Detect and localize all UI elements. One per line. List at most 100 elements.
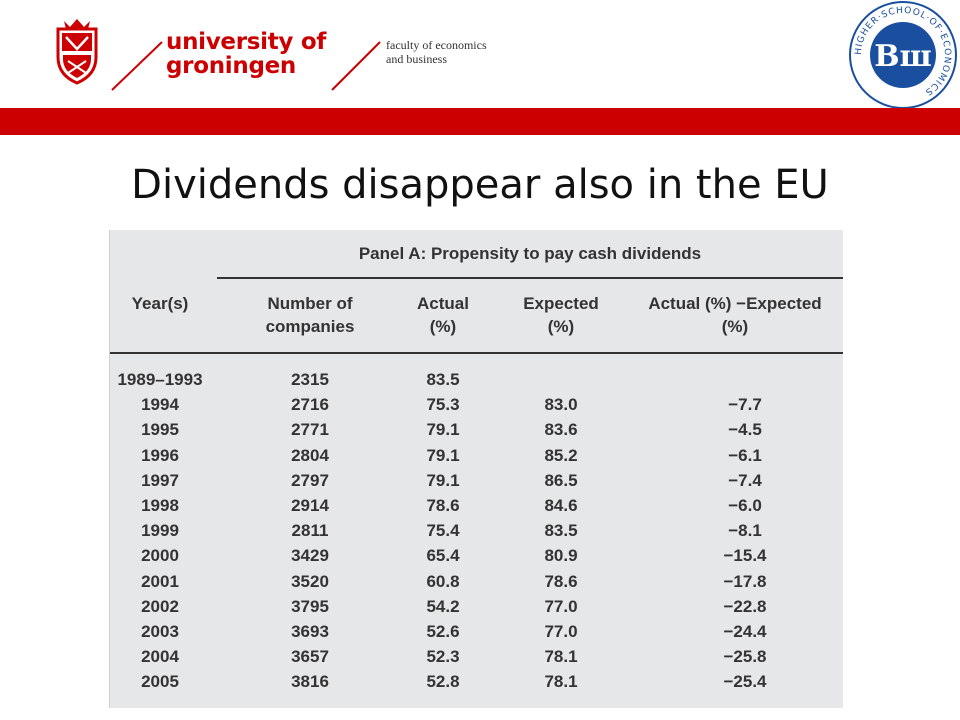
cell-companies: 2315 (291, 370, 329, 389)
dividends-table: Panel A: Propensity to pay cash dividend… (110, 230, 843, 708)
cell-actual: 83.5 (426, 370, 460, 389)
cell-actual: 60.8 (426, 571, 460, 591)
cell-actual: 65.4 (426, 546, 460, 566)
header-difference-line2: (%) (721, 317, 749, 336)
cell-actual: 52.8 (426, 672, 460, 692)
header-year: Year(s) (131, 294, 189, 313)
cell-companies: 3795 (291, 596, 329, 616)
cell-difference: −25.4 (723, 672, 767, 692)
cell-companies: 2771 (291, 420, 329, 440)
table-row: 1989–1993 2315 83.5 (110, 367, 843, 392)
dividends-table-image: Panel A: Propensity to pay cash dividend… (109, 230, 843, 708)
cell-year: 1997 (141, 470, 179, 490)
table-row: 2003 3693 52.6 77.0 −24.4 (110, 619, 843, 644)
university-wordmark: university of groningen (166, 30, 326, 78)
table-row: 1998 2914 78.6 84.6 −6.0 (110, 493, 843, 518)
cell-difference: −6.0 (728, 496, 762, 515)
decorative-slash (331, 41, 381, 91)
table-row: 2002 3795 54.2 77.0 −22.8 (110, 594, 843, 619)
cell-difference: −7.4 (728, 470, 762, 490)
cell-companies: 3693 (291, 622, 329, 641)
table-row: 1999 2811 75.4 83.5 −8.1 (110, 518, 843, 543)
cell-expected: 86.5 (544, 470, 578, 490)
decorative-slash (111, 41, 163, 91)
cell-actual: 52.3 (426, 647, 460, 667)
header-expected-line1: Expected (523, 294, 599, 313)
cell-companies: 3429 (291, 546, 329, 566)
cell-difference: −8.1 (728, 521, 762, 541)
table-row: 2000 3429 65.4 80.9 −15.4 (110, 543, 843, 568)
cell-actual: 54.2 (426, 596, 460, 616)
cell-year: 1994 (141, 395, 179, 415)
cell-companies: 2716 (291, 395, 329, 415)
cell-companies: 3657 (291, 647, 329, 667)
header-actual: Actual (%) (410, 292, 476, 338)
cell-actual: 75.3 (426, 395, 460, 415)
cell-difference: −25.8 (723, 647, 767, 667)
university-wordmark-line1: university of (166, 29, 327, 55)
cell-companies: 3520 (291, 571, 329, 591)
header-red-band (0, 108, 960, 135)
cell-difference: −4.5 (728, 420, 762, 440)
table-rule (110, 352, 843, 354)
cell-expected: 80.9 (544, 546, 578, 566)
faculty-line2: and business (386, 52, 447, 66)
cell-year: 1996 (141, 445, 179, 465)
cell-difference: −17.8 (723, 571, 767, 591)
cell-companies: 3816 (291, 672, 329, 692)
cell-actual: 75.4 (426, 521, 460, 541)
university-crest-logo (56, 19, 98, 85)
cell-year: 1998 (141, 496, 179, 515)
cell-year: 2002 (141, 596, 179, 616)
panel-title: Panel A: Propensity to pay cash dividend… (358, 244, 702, 263)
cell-expected: 83.5 (544, 521, 578, 541)
cell-year: 2000 (141, 546, 179, 566)
cell-actual: 78.6 (426, 496, 460, 515)
cell-year: 1989–1993 (117, 370, 203, 389)
cell-expected: 83.6 (544, 420, 578, 440)
faculty-label: faculty of economics and business (386, 38, 487, 66)
cell-expected: 77.0 (544, 622, 578, 641)
hse-seal-logo: HIGHER·SCHOOL·OF·ECONOMICS Вш (849, 1, 957, 109)
table-row: 2005 3816 52.8 78.1 −25.4 (110, 669, 843, 694)
cell-difference: −22.8 (723, 596, 767, 616)
cell-expected: 78.6 (544, 571, 578, 591)
cell-actual: 79.1 (426, 445, 460, 465)
table-row: 2004 3657 52.3 78.1 −25.8 (110, 644, 843, 669)
cell-expected: 78.1 (544, 672, 578, 692)
cell-year: 1995 (141, 420, 179, 440)
table-row: 2001 3520 60.8 78.6 −17.8 (110, 569, 843, 594)
cell-year: 1999 (141, 521, 179, 541)
slide-title: Dividends disappear also in the EU (131, 162, 829, 208)
header-companies-line1: Number of (267, 294, 353, 313)
header-expected-line2: (%) (547, 317, 575, 336)
cell-actual: 52.6 (426, 622, 460, 641)
cell-companies: 2804 (291, 445, 329, 465)
cell-difference: −15.4 (723, 546, 767, 566)
cell-expected: 78.1 (544, 647, 578, 667)
header-expected: Expected (%) (508, 292, 614, 338)
university-wordmark-line2: groningen (166, 53, 296, 79)
cell-expected: 77.0 (544, 596, 578, 616)
cell-year: 2005 (141, 672, 179, 692)
header-actual-line2: (%) (429, 317, 457, 336)
cell-difference: −7.7 (728, 395, 762, 415)
cell-difference: −24.4 (723, 622, 767, 641)
cell-difference: −6.1 (728, 445, 762, 465)
header-companies-line2: companies (265, 317, 355, 336)
cell-companies: 2797 (291, 470, 329, 490)
header-actual-line1: Actual (417, 294, 469, 313)
table-row: 1996 2804 79.1 85.2 −6.1 (110, 443, 843, 468)
cell-expected: 83.0 (544, 395, 578, 415)
faculty-line1: faculty of economics (386, 38, 487, 52)
cell-expected: 85.2 (544, 445, 578, 465)
cell-actual: 79.1 (426, 470, 460, 490)
cell-expected: 84.6 (544, 496, 578, 515)
cell-year: 2001 (141, 571, 179, 591)
table-row: 1997 2797 79.1 86.5 −7.4 (110, 468, 843, 493)
cell-year: 2004 (141, 647, 179, 667)
svg-text:Вш: Вш (874, 39, 932, 74)
cell-companies: 2811 (291, 521, 329, 541)
table-row: 1995 2771 79.1 83.6 −4.5 (110, 417, 843, 442)
header-difference: Actual (%) −Expected (%) (630, 292, 840, 338)
